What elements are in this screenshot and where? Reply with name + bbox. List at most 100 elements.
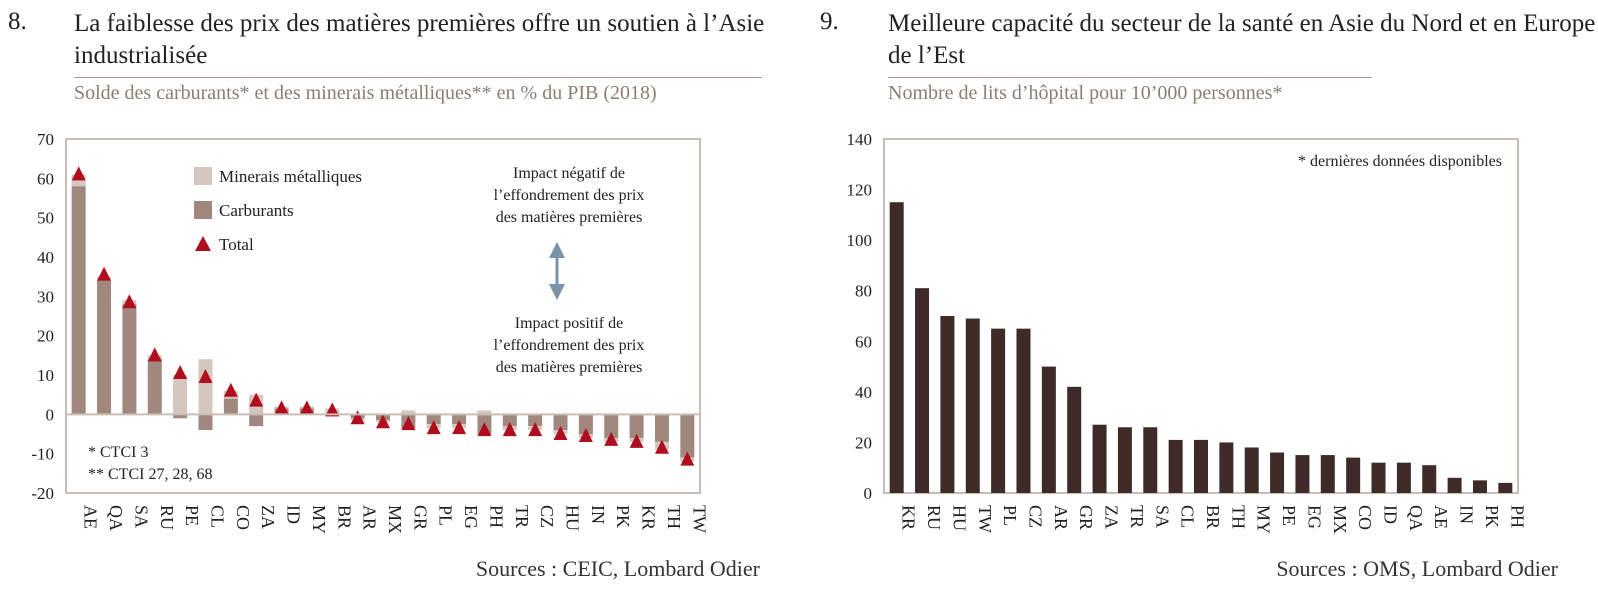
bar xyxy=(1016,328,1031,493)
x-tick-label: MX xyxy=(1330,505,1350,534)
hospital-beds-chart: 0 20 40 60 80 100 120 140 KR RU HU TW PL CZ AR GR ZA TR SA… xyxy=(847,130,1528,534)
x-tick-label: AE xyxy=(81,505,101,529)
x-tick-label: EG xyxy=(1304,505,1324,529)
bar-carburants xyxy=(553,414,568,431)
x-tick-label: CZ xyxy=(537,505,557,528)
bar-carburants xyxy=(654,414,669,442)
total-marker xyxy=(147,347,162,362)
bar xyxy=(1295,455,1310,493)
y-tick-label: 0 xyxy=(864,484,873,503)
bar-minerais xyxy=(173,375,188,415)
x-tick-label: BR xyxy=(1203,505,1223,529)
y-tick-label: 140 xyxy=(847,130,873,149)
total-marker xyxy=(274,400,289,415)
x-tick-label: BR xyxy=(334,505,354,529)
y-tick-label: 50 xyxy=(37,209,54,228)
total-marker xyxy=(578,427,593,442)
bar xyxy=(1447,477,1462,493)
legend-label: Total xyxy=(219,235,254,254)
bar-carburants xyxy=(249,414,264,427)
x-tick-label: PH xyxy=(486,505,506,528)
arrow-down-icon xyxy=(549,284,565,300)
x-tick-label: ZA xyxy=(258,505,278,529)
total-marker xyxy=(223,382,238,397)
chart-panel-hospital-beds: 9. Meilleure capacité du secteur de la s… xyxy=(820,0,1598,599)
x-tick-label: CL xyxy=(1178,505,1198,528)
annotation-positive: l’effondrement des prix xyxy=(494,337,645,354)
bar-carburants xyxy=(578,414,593,434)
commodity-balance-chart: -20 -10 0 10 20 30 40 50 60 70 AE QA SA RU PE CL CO ZA ID M… xyxy=(31,130,709,534)
x-tick-label: GR xyxy=(1076,505,1096,530)
bar xyxy=(1472,480,1487,493)
x-tick-label: RU xyxy=(157,505,177,530)
x-tick-label: TW xyxy=(975,505,995,533)
chart-source: Sources : OMS, Lombard Odier xyxy=(1276,556,1558,581)
y-tick-label: 0 xyxy=(46,405,55,424)
total-marker xyxy=(452,420,467,435)
chart-source: Sources : CEIC, Lombard Odier xyxy=(475,556,760,581)
legend-marker-total xyxy=(195,236,211,251)
legend-swatch-carburants xyxy=(194,201,212,219)
total-marker xyxy=(249,392,264,407)
y-tick-label: 20 xyxy=(855,433,872,452)
legend-swatch-minerais xyxy=(194,167,212,185)
bar xyxy=(940,316,955,493)
y-tick-label: 40 xyxy=(37,248,54,267)
total-marker xyxy=(629,433,644,448)
title-divider xyxy=(888,77,1372,78)
bar xyxy=(1320,455,1335,493)
x-tick-label: CL xyxy=(207,505,227,528)
chart-panel-commodities: 8. La faiblesse des prix des matières pr… xyxy=(0,0,790,599)
bar-carburants xyxy=(147,359,162,415)
x-tick-label: PK xyxy=(1482,505,1502,528)
bar xyxy=(1346,457,1361,493)
bar xyxy=(1117,427,1132,493)
x-tick-label: SA xyxy=(131,505,151,528)
total-marker xyxy=(604,431,619,446)
x-tick-label: RU xyxy=(924,505,944,530)
total-marker xyxy=(173,365,188,380)
x-tick-label: MY xyxy=(309,505,329,534)
x-tick-label: QA xyxy=(1406,505,1426,531)
x-tick-label: ZA xyxy=(1102,505,1122,529)
bar-minerais xyxy=(198,359,213,415)
bar-carburants xyxy=(97,280,112,415)
x-tick-label: MX xyxy=(385,505,405,534)
x-tick-label: ID xyxy=(1381,505,1401,524)
bar-carburants xyxy=(452,414,467,425)
x-tick-label: AR xyxy=(1051,505,1071,530)
chart-title: La faiblesse des prix des matières premi… xyxy=(74,10,765,69)
bar xyxy=(1371,462,1386,493)
y-tick-label: 40 xyxy=(855,383,872,402)
bar-carburants xyxy=(426,414,441,425)
x-tick-label: GR xyxy=(410,505,430,530)
chart-subtitle: Solde des carburants* et des minerais mé… xyxy=(74,82,657,104)
bar-carburants xyxy=(223,398,238,415)
footnote: ** CTCI 27, 28, 68 xyxy=(88,466,212,483)
x-tick-label: KR xyxy=(899,505,919,530)
total-marker xyxy=(654,439,669,454)
total-marker xyxy=(401,416,416,431)
total-marker xyxy=(680,451,695,466)
total-marker xyxy=(553,426,568,440)
y-tick-label: 70 xyxy=(37,130,54,149)
x-tick-label: PE xyxy=(182,505,202,526)
x-tick-label: TH xyxy=(1228,505,1248,529)
bar xyxy=(1422,465,1437,493)
bar xyxy=(991,328,1006,493)
total-marker xyxy=(122,294,137,309)
bar xyxy=(1092,424,1107,493)
x-tick-label: PL xyxy=(1000,505,1020,526)
chart-number: 8. xyxy=(8,8,27,35)
bar-carburants xyxy=(122,304,137,415)
x-tick-label: HU xyxy=(949,505,969,531)
x-tick-label: CO xyxy=(233,505,253,530)
bar xyxy=(1067,386,1082,493)
x-tick-label: IN xyxy=(588,505,608,524)
bar-minerais xyxy=(477,410,492,415)
bar xyxy=(1143,427,1158,493)
x-tick-label: AR xyxy=(360,505,380,530)
plot-frame xyxy=(65,138,701,494)
total-marker xyxy=(426,420,441,435)
x-tick-label: SA xyxy=(1152,505,1172,528)
